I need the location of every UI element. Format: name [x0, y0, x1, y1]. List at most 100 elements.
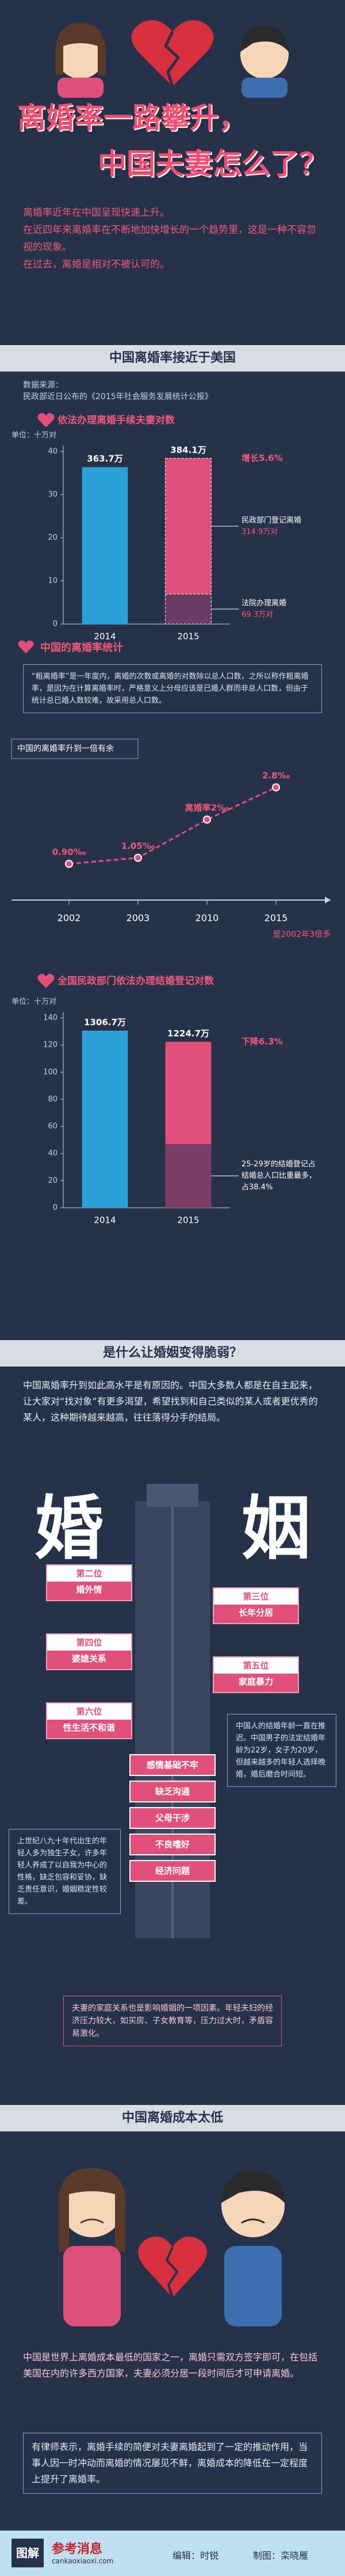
- point: [272, 783, 280, 791]
- segment-name: 法院办理离婚: [241, 599, 286, 608]
- footer: 图解 参考消息 cankaoxiaoxi.com 编辑：时锐 制图：栾晓雁: [0, 2531, 345, 2576]
- segment-value: 314.9万对: [241, 527, 278, 536]
- man-body: [224, 2246, 282, 2326]
- value-label: 384.1万: [170, 445, 206, 455]
- point: [203, 816, 211, 824]
- designer: 制图：栾晓雁: [253, 2550, 309, 2561]
- man-hair: [221, 2171, 285, 2203]
- man-body: [241, 78, 288, 98]
- header-illustration: [55, 20, 289, 98]
- chart-title: 中国的离婚率统计: [40, 642, 123, 654]
- y-tick-label: 0: [53, 620, 57, 629]
- y-axis-label: 单位：十万对: [12, 998, 56, 1006]
- reasons-intro: 中国离婚率升到如此高水平是有原因的。中国大多数人都是在自主起来，让大家对“找对象…: [23, 1380, 318, 1423]
- y-tick-label: 60: [48, 1122, 57, 1131]
- annotation-box: [11, 738, 139, 759]
- rank: 第六位: [47, 1704, 131, 1720]
- value-label: 363.7万: [87, 454, 122, 464]
- share-label: 占38.4%: [241, 1183, 273, 1192]
- bar-segment: [165, 458, 212, 595]
- y-tick-label: 0: [53, 1204, 57, 1212]
- section-banner: 是什么让婚姻变得脆弱？: [0, 1340, 345, 1367]
- value-label: 2.8‰: [262, 771, 290, 781]
- rank-label: 婆媳关系: [71, 1653, 106, 1664]
- axis-arrow: [325, 897, 331, 904]
- man-hair: [240, 26, 289, 52]
- y-tick-label: 80: [48, 1095, 57, 1104]
- site: cankaoxiaoxi.com: [52, 2557, 114, 2565]
- x-tick-label: 2015: [177, 1215, 199, 1226]
- cause: 缺乏沟通: [129, 1781, 216, 1802]
- x-tick-label: 2014: [94, 1215, 116, 1226]
- reason-rank: 第三位 长年分居: [213, 1587, 299, 1624]
- logo: 图解: [12, 2539, 44, 2567]
- reason-rank: 第六位 性生活不和谐: [46, 1702, 132, 1739]
- source-line: 数据来源：: [23, 381, 63, 390]
- annotation: 增长5.6%: [241, 453, 283, 463]
- section-banner: 中国离婚率接近于美国: [0, 345, 345, 372]
- title-line-1: 离婚率一路攀升，: [17, 101, 247, 135]
- share-label: 25-29岁的结婚登记占: [241, 1159, 316, 1169]
- annotation: 下降6.3%: [241, 1036, 283, 1047]
- value-label: 1224.7万: [167, 1028, 209, 1039]
- brand: 参考消息: [52, 2542, 103, 2556]
- point: [65, 860, 73, 868]
- y-tick-label: 40: [48, 447, 57, 456]
- x-tick-label: 2002: [57, 913, 81, 924]
- source-line: 民政部近日公布的《2015年社会服务发展统计公报》: [23, 392, 213, 401]
- annotation: 是2002年3倍多: [273, 929, 331, 939]
- heart-icon: [37, 974, 55, 988]
- cause: 经济问题: [129, 1860, 216, 1882]
- x-tick-label: 2015: [177, 631, 199, 642]
- big-character: 婚: [34, 1489, 103, 1569]
- rank: 第三位: [214, 1589, 298, 1605]
- rank-label: 性生活不和谐: [63, 1723, 115, 1733]
- cause: 不良嗜好: [129, 1834, 216, 1855]
- reason-rank: 第五位 家庭暴力: [213, 1656, 299, 1693]
- intro-line: 离婚率近年在中国呈现快速上升。: [23, 207, 170, 219]
- heart-crack: [165, 2246, 179, 2298]
- section-banner: 中国离婚成本太低: [0, 2105, 345, 2131]
- title-line-2: 中国夫妻怎么了？: [98, 147, 328, 181]
- sad-mouth: [241, 2218, 265, 2224]
- heart-icon: [37, 413, 55, 427]
- woman-hair: [55, 23, 106, 75]
- point: [134, 853, 142, 862]
- sad-mouth: [80, 2218, 104, 2224]
- segment-name: 民政部门登记离婚: [241, 515, 301, 525]
- line: [68, 786, 277, 865]
- y-tick-label: 20: [48, 534, 57, 542]
- heart-crack: [163, 30, 181, 87]
- editor: 编辑：时锐: [172, 2550, 219, 2561]
- intro: 离婚率近年在中国呈现快速上升。 在近四年来离婚率在不断地加快增长的一个趋势里，这…: [23, 204, 322, 273]
- bar-segment: [165, 594, 212, 625]
- woman-body: [57, 78, 103, 98]
- intro-line: 在近四年来离婚率在不断地加快增长的一个趋势里，这是一种不容忽视的现象。: [23, 224, 316, 253]
- x-tick-label: 2003: [126, 913, 150, 924]
- bar: [82, 467, 128, 624]
- chart-title: 依法办理离婚手续夫妻对数: [57, 414, 175, 426]
- bar: [82, 1030, 128, 1208]
- rank-label: 长年分居: [238, 1607, 273, 1618]
- value-label: 0.90‰: [52, 847, 86, 858]
- rank: 第四位: [47, 1635, 131, 1651]
- heart-shape: [18, 640, 34, 653]
- rank: 第二位: [47, 1565, 131, 1582]
- y-tick-label: 100: [43, 1068, 57, 1077]
- rank-label: 婚外情: [76, 1584, 102, 1595]
- tower-top: [147, 1484, 198, 1507]
- woman-body: [63, 2246, 121, 2326]
- y-tick-label: 10: [48, 577, 57, 585]
- cost-text: 有律师表示，离婚手续的简便对夫妻离婚起到了一定的推动作用，当事人因一时冲动而离婚…: [23, 2433, 322, 2494]
- annotation: 中国的离婚率升到一倍有余: [17, 744, 114, 753]
- big-character: 姻: [241, 1489, 310, 1569]
- value-label: 1306.7万: [84, 1017, 126, 1027]
- sad-couple-illustration: [58, 2168, 285, 2326]
- cause: 父母干涉: [129, 1807, 216, 1829]
- source: 数据来源： 民政部近日公布的《2015年社会服务发展统计公报》: [23, 380, 213, 403]
- x-tick-label: 2010: [195, 913, 219, 924]
- segment-value: 69.3万对: [241, 611, 273, 619]
